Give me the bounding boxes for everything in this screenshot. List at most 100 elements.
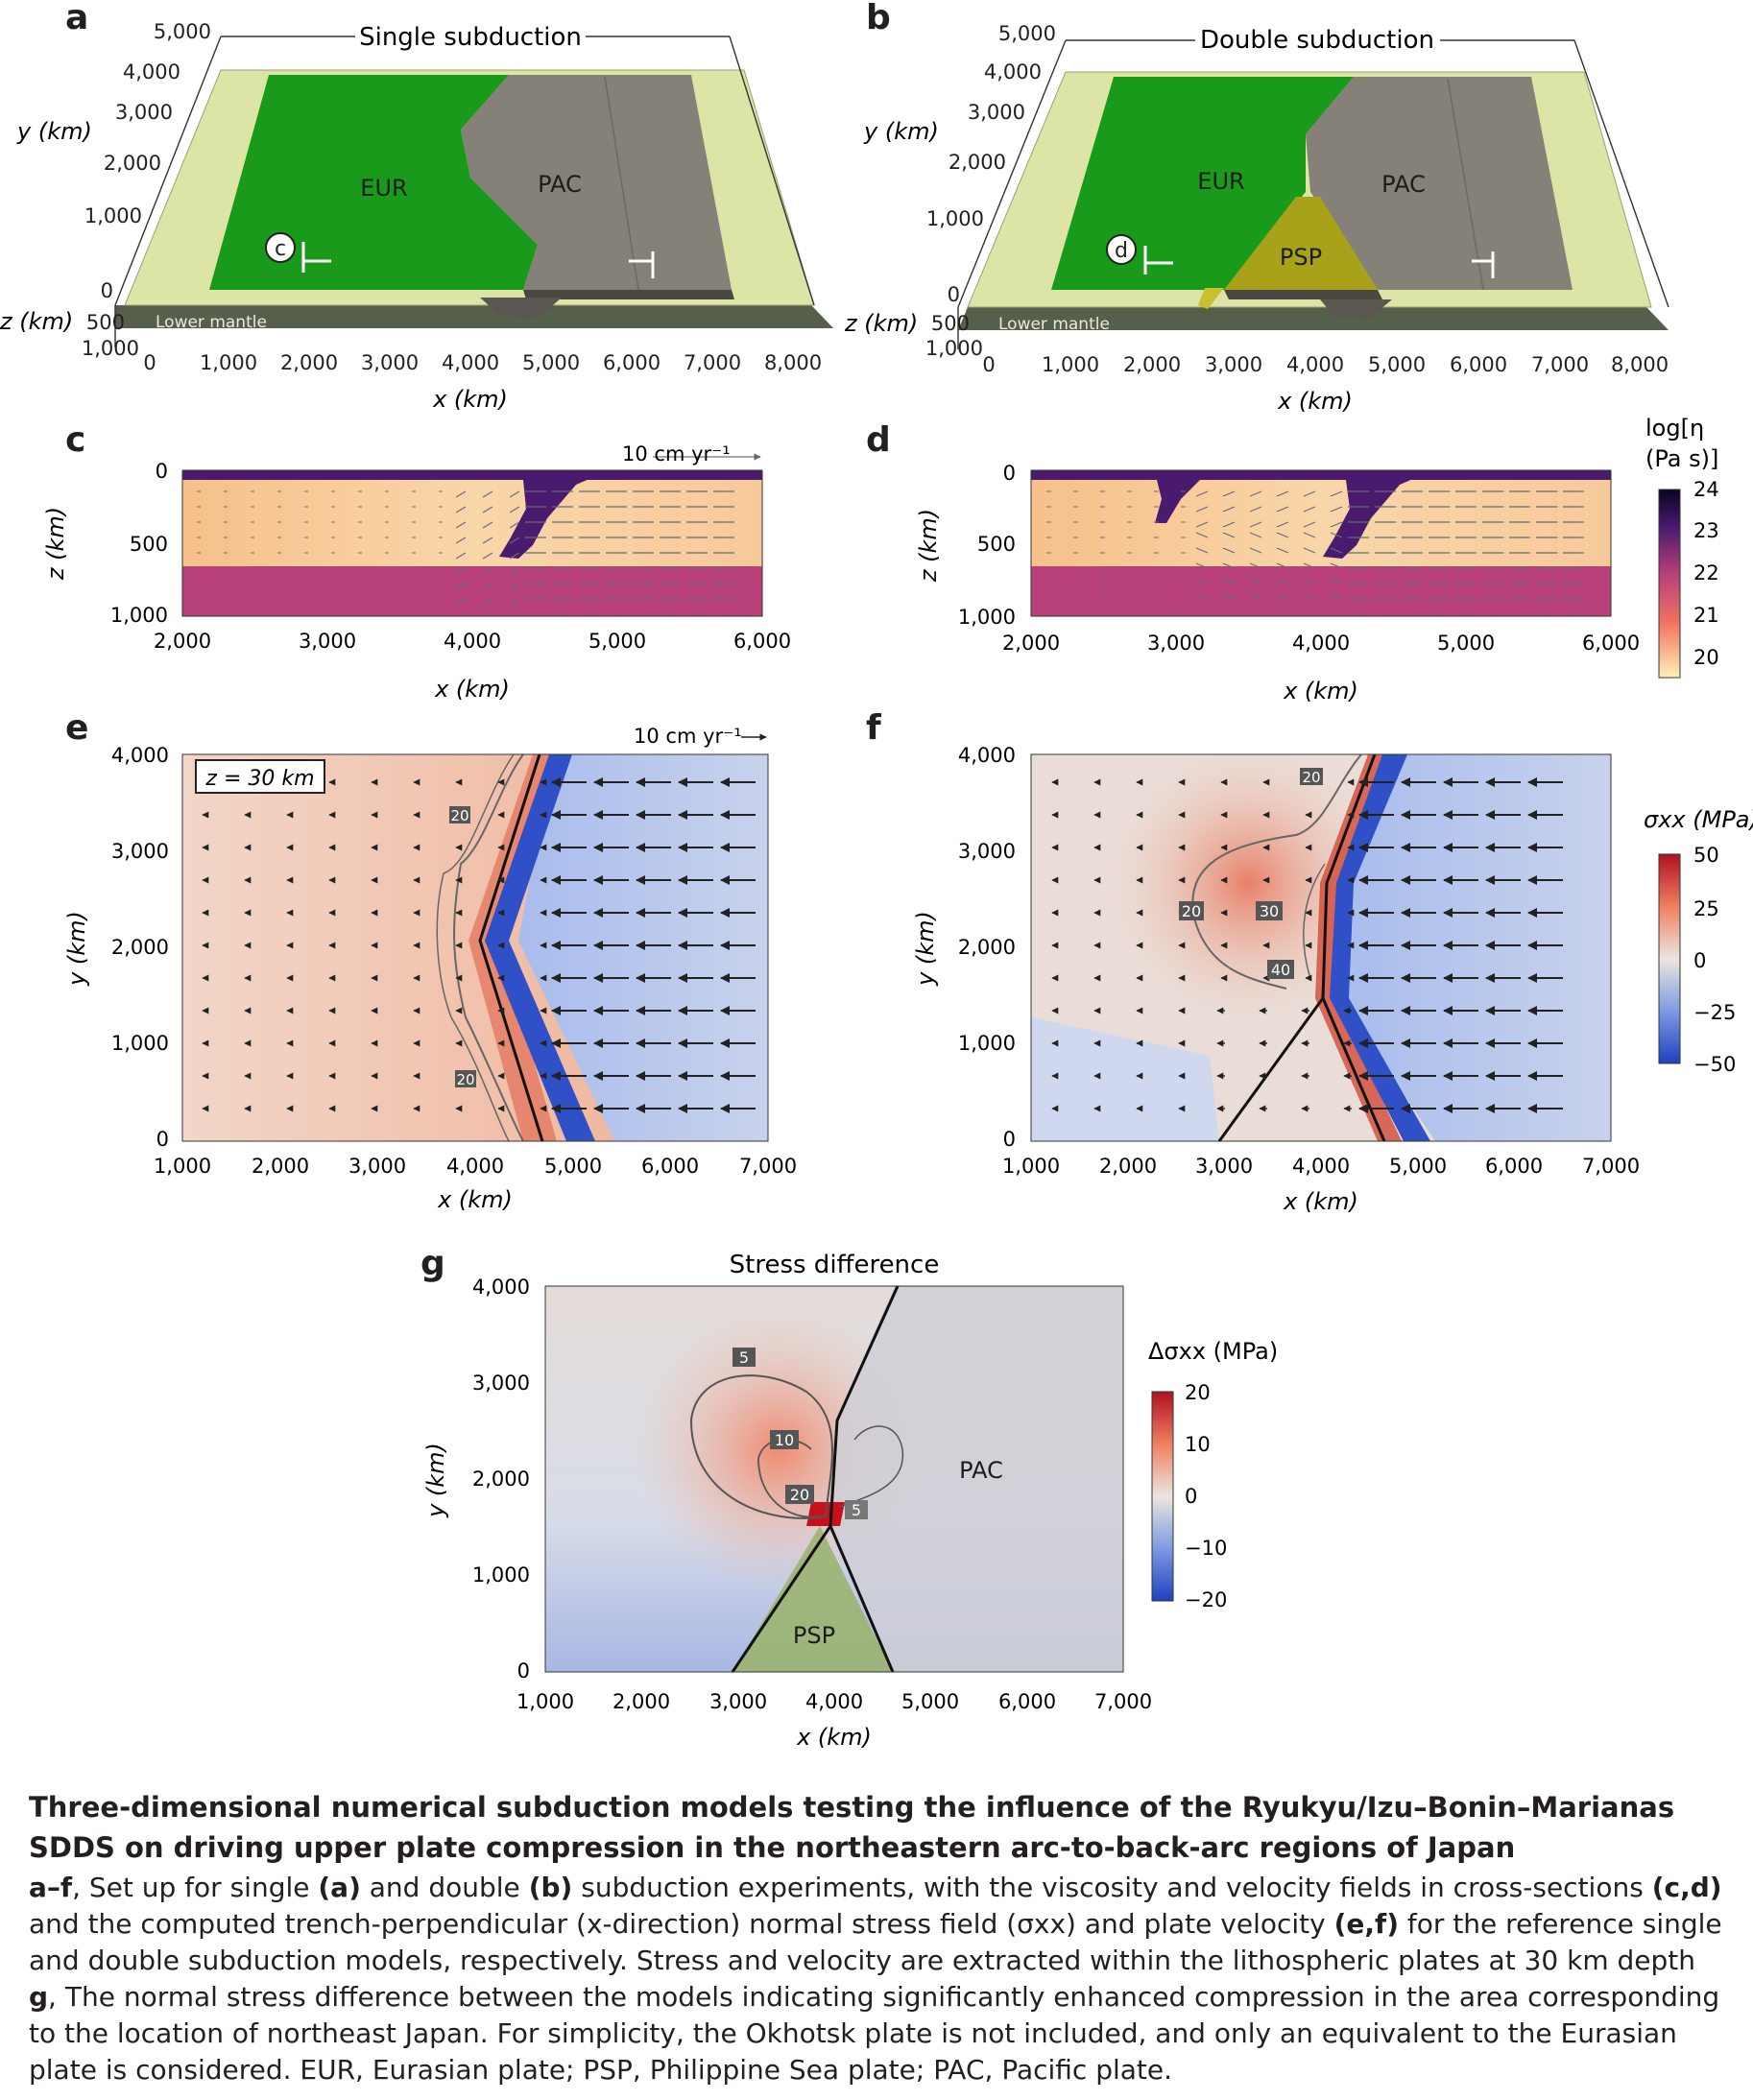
velocity-vector [1276,578,1289,585]
viscosity-colorbar: log[η (Pa s)] 24 23 22 21 20 [1645,415,1719,679]
y-tick-b: 4,000 [984,60,1042,84]
velocity-vector [1276,532,1289,538]
panel-label-d: d [866,420,891,460]
x-ticks-g: 1,000 2,000 3,000 4,000 5,000 6,000 7,00… [516,1690,1152,1713]
svg-text:6,000: 6,000 [1485,1155,1543,1178]
svg-text:7,000: 7,000 [1582,1155,1640,1178]
svg-text:−10: −10 [1185,1537,1227,1560]
velocity-vector [1222,532,1236,538]
velocity-vector [1249,521,1262,528]
lower-mantle-label: Lower mantle [998,315,1110,334]
panel-label-a: a [65,0,88,37]
svg-text:−25: −25 [1693,1001,1736,1024]
svg-text:1,000: 1,000 [472,1563,530,1587]
y-tick-a: 0 [101,279,113,302]
panel-b-title: Double subduction [1200,26,1434,55]
y-tick-b: 1,000 [926,207,984,230]
svg-text:0: 0 [156,1128,169,1151]
y-tick-b: 0 [948,283,960,306]
y-tick-b: 3,000 [968,101,1025,124]
y-axis-label-b: y (km) [863,118,939,145]
panel-g-title: Stress difference [730,1251,940,1279]
stress-colorbar: σxx (MPa) 50 25 0 −25 −50 [1644,806,1753,1076]
svg-text:20: 20 [1302,769,1320,786]
label-pac-a: PAC [538,171,582,198]
velocity-vector [1276,547,1289,554]
velocity-vector [509,537,520,544]
x-axis-label-e: x (km) [437,1186,513,1213]
velocity-vector [1195,593,1209,600]
svg-text:4,000: 4,000 [446,1155,504,1178]
panel-label-b: b [866,0,891,37]
panel-a-3d-single-subduction: Lower mantle EUR PAC c Single subduction… [0,20,833,413]
svg-text:23: 23 [1693,519,1719,542]
svg-text:2,000: 2,000 [612,1690,670,1713]
velocity-vector [1222,578,1236,585]
velocity-vector [1330,490,1343,497]
lithosphere-field [1031,470,1611,480]
svg-text:0: 0 [143,351,156,374]
y-tick-a: 2,000 [104,152,161,175]
panel-label-f: f [866,708,881,748]
velocity-vector [1330,593,1343,600]
velocity-vector [509,552,520,560]
marker-c-label: c [275,237,286,261]
svg-text:50: 50 [1693,844,1719,867]
x-axis-label-c: x (km) [434,676,510,703]
panel-label-e: e [65,708,88,748]
velocity-vector [455,567,467,575]
svg-text:7,000: 7,000 [1094,1690,1152,1713]
svg-text:0: 0 [1003,1128,1016,1151]
svg-text:5,000: 5,000 [901,1690,959,1713]
trench-line-psp-g [731,1525,832,1673]
z-tick-b: 1,000 [925,337,983,360]
slab-d-pac [1323,470,1429,559]
svg-text:7,000: 7,000 [684,351,741,374]
panel-g-stress-difference: 5 10 20 5 PAC PSP Stress difference 4,00… [422,1251,1152,1751]
svg-text:22: 22 [1693,561,1719,585]
velocity-vector [1249,532,1262,538]
velocity-vector [509,567,520,575]
svg-text:5,000: 5,000 [544,1155,602,1178]
velocity-vector [1276,490,1289,497]
velocity-vector [1249,593,1262,600]
cross-section-marker-d [1106,234,1137,265]
difference-colorbar: Δσxx (MPa) 20 10 0 −10 −20 [1148,1338,1278,1611]
stress-low-band [485,754,595,1141]
svg-text:4,000: 4,000 [1292,1155,1350,1178]
svg-text:6,000: 6,000 [998,1690,1056,1713]
svg-text:6,000: 6,000 [603,351,660,374]
z-tick-b: 500 [931,312,970,335]
svg-text:5: 5 [852,1501,861,1519]
svg-text:2,000: 2,000 [154,630,211,653]
marker-d-label: d [1115,239,1128,263]
panel-e-stress-single: 20 20 z = 30 km 10 cm yr⁻¹ 4,000 3,000 2… [63,725,797,1213]
x-axis-label-f: x (km) [1283,1188,1358,1215]
y-tick-c: 1,000 [110,604,168,627]
z-tick-a: 500 [86,311,125,334]
velocity-vector [1303,578,1316,585]
svg-text:20: 20 [790,1486,809,1504]
svg-text:4,000: 4,000 [1286,353,1344,376]
svg-text:0: 0 [1185,1485,1197,1508]
panel-label-g: g [420,1244,445,1283]
svg-text:20: 20 [1693,646,1719,669]
panel-label-c: c [65,420,85,460]
velocity-vector [455,490,467,498]
depth-box [195,759,325,794]
difference-colorbar-label: Δσxx (MPa) [1148,1338,1278,1365]
slab-d-psp [1155,472,1200,523]
y-tick-c: 0 [156,460,168,483]
svg-text:20: 20 [456,1071,474,1088]
velocity-vectors-d [1046,490,1584,600]
slab-c [499,470,605,559]
velocity-vector [1249,562,1262,569]
stress-low-band [1330,754,1430,1141]
svg-text:10: 10 [1185,1433,1211,1456]
y-tick-d: 0 [1003,462,1016,485]
velocity-vector [1276,562,1289,569]
svg-text:2,000: 2,000 [111,936,169,959]
x-axis-label-g: x (km) [796,1724,872,1751]
velocity-vector [1303,593,1316,600]
velocity-vector [1276,506,1289,513]
